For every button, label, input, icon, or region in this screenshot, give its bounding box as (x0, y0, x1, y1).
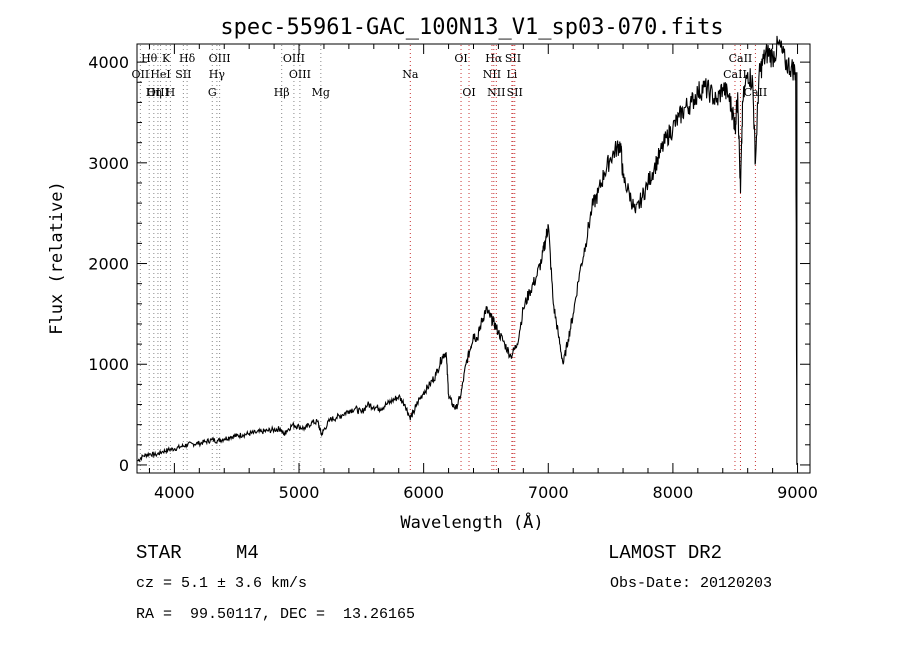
line-label-20: H (166, 86, 176, 99)
x-axis: 4000 5000 6000 7000 8000 9000 (148, 44, 818, 502)
line-label-16: Li (506, 68, 517, 81)
x-tick-label: 6000 (403, 483, 444, 502)
line-label-0: Hθ (141, 52, 158, 65)
object-subclass: M4 (236, 542, 259, 564)
y-tick-label: 2000 (88, 255, 129, 274)
plot-frame (136, 43, 811, 474)
line-label-17: CaII (723, 68, 747, 81)
line-label-9: OII (132, 68, 150, 81)
line-label-13: OIII (289, 68, 311, 81)
x-axis-label: Wavelength (Å) (400, 511, 543, 533)
x-tick-label: 9000 (777, 483, 818, 502)
line-label-14: Na (402, 68, 419, 81)
y-axis-label: Flux (relative) (47, 181, 67, 335)
line-label-24: OI (462, 86, 475, 99)
x-tick-label: 7000 (528, 483, 569, 502)
x-tick-label: 5000 (279, 483, 320, 502)
line-label-1: K (162, 52, 171, 65)
line-label-26: SII (507, 86, 523, 99)
line-label-22: Hβ (274, 86, 290, 99)
coordinates-readout: RA = 99.50117, DEC = 13.26165 (136, 606, 416, 623)
line-label-6: Hα (485, 52, 503, 65)
line-label-10: HeI (150, 68, 170, 81)
line-label-8: CaII (729, 52, 753, 65)
y-tick-label: 0 (119, 456, 129, 475)
line-label-19: Hη (146, 86, 162, 99)
redshift-readout: cz = 5.1 ± 3.6 km/s (136, 575, 308, 592)
line-label-12: Hγ (209, 68, 226, 81)
survey-name: LAMOST DR2 (608, 542, 723, 564)
y-tick-label: 3000 (88, 154, 129, 173)
line-label-21: G (208, 86, 217, 99)
object-class: STAR (136, 542, 182, 564)
y-tick-label: 1000 (88, 355, 129, 374)
line-label-27: CaII (744, 86, 768, 99)
line-label-2: Hδ (179, 52, 196, 65)
line-label-23: Mg (312, 86, 330, 99)
x-tick-label: 8000 (653, 483, 694, 502)
line-label-4: OIII (283, 52, 305, 65)
x-tick-label: 4000 (154, 483, 195, 502)
line-label-15: NII (483, 68, 501, 81)
line-label-18: OIII (147, 86, 169, 99)
observation-date: Obs-Date: 20120203 (610, 575, 773, 592)
line-label-25: NII (487, 86, 505, 99)
line-label-5: OI (454, 52, 467, 65)
line-label-7: SII (505, 52, 521, 65)
chart-title: spec-55961-GAC_100N13_V1_sp03-070.fits (220, 15, 723, 40)
line-label-3: OIII (209, 52, 231, 65)
flux-series-line (137, 35, 798, 465)
line-label-11: SII (175, 68, 191, 81)
y-tick-label: 4000 (88, 53, 129, 72)
y-axis: 0 1000 2000 3000 4000 (88, 53, 810, 475)
